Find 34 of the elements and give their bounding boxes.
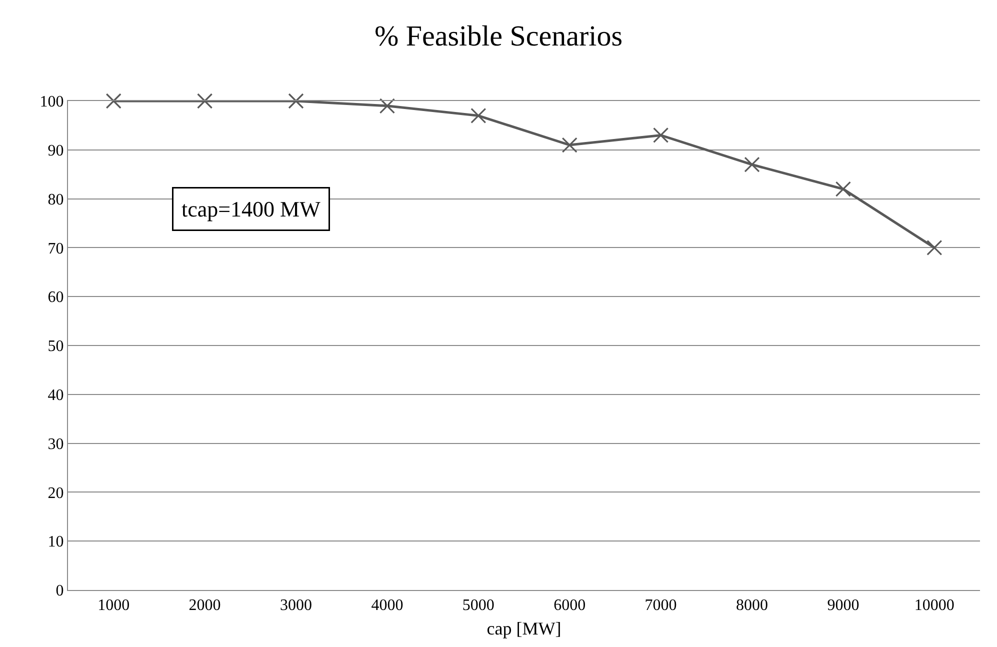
x-tick-label: 3000 (280, 597, 312, 614)
point (926, 240, 942, 256)
x-axis-title: cap [MW] (486, 618, 562, 638)
point (197, 93, 213, 109)
y-tick-label: 100 (40, 94, 64, 111)
point (744, 156, 760, 172)
x-tick-label: 4000 (371, 597, 404, 614)
point (653, 127, 669, 144)
y-tick-label: 60 (48, 289, 64, 306)
chart-title: % Feasible Scenarios (374, 20, 623, 53)
x-tick-label: 8000 (736, 597, 768, 614)
point (835, 181, 851, 197)
point (562, 137, 578, 153)
y-tick-label: 70 (48, 240, 64, 258)
point (288, 93, 304, 109)
y-tick-label: 90 (48, 142, 64, 160)
x-tick-label: 10000 (914, 597, 954, 614)
x-tick-label: 1000 (98, 597, 130, 614)
point (379, 98, 395, 114)
y-tick-label: 40 (48, 387, 64, 404)
point (106, 93, 122, 109)
y-tick-label: 50 (48, 338, 64, 356)
y-tick-label: 0 (56, 582, 64, 600)
x-tick-label: 7000 (644, 597, 677, 614)
y-tick-label: 80 (48, 191, 64, 208)
x-tick-label: 2000 (188, 597, 221, 614)
y-tick-label: 30 (48, 436, 64, 453)
x-tick-label: 6000 (554, 597, 586, 614)
annotation: tcap=1400 MW (182, 196, 321, 222)
y-tick-label: 20 (48, 484, 64, 502)
x-tick-label: 9000 (827, 597, 860, 614)
point (470, 108, 486, 124)
x-tick-label: 5000 (462, 597, 494, 614)
y-tick-label: 10 (48, 534, 64, 551)
